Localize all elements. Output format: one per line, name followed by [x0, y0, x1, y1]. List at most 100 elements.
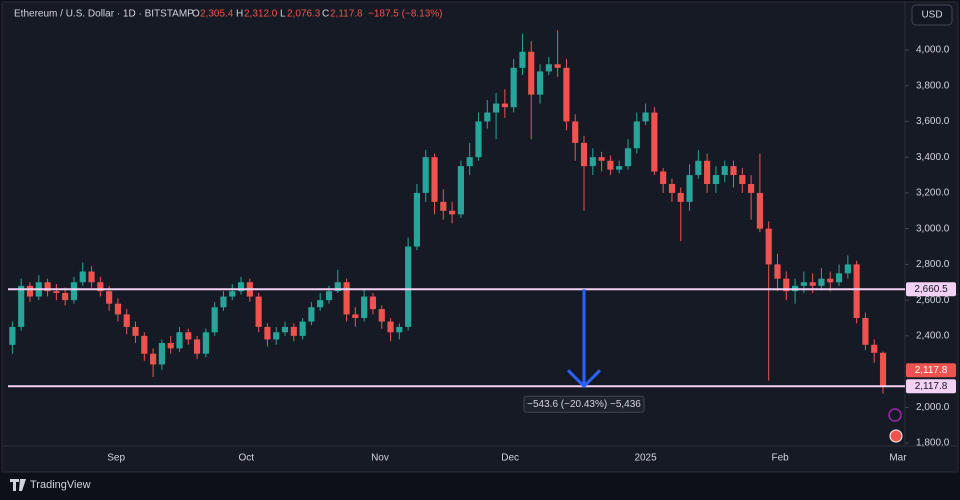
brand-logo: [10, 479, 26, 491]
candle-body: [457, 166, 464, 215]
candle-body: [53, 291, 60, 293]
y-tick-label: 3,200.0: [916, 188, 950, 199]
measure-label: −543.6 (−20.43%) −5,436: [527, 399, 641, 410]
candle-body: [369, 296, 377, 310]
candle-body: [536, 71, 544, 95]
last-price-label: 2,117.8: [915, 365, 948, 376]
candle-body: [818, 278, 825, 286]
candle-body: [325, 291, 333, 301]
candle-body: [844, 264, 851, 274]
candle-body: [827, 278, 834, 283]
candle-body: [879, 352, 887, 387]
y-tick-label: 3,600.0: [916, 116, 950, 127]
candle-body: [668, 183, 676, 193]
candle-body: [237, 282, 245, 292]
currency[interactable]: USD: [921, 10, 942, 21]
high-value: 2,312.0: [244, 9, 278, 20]
candle-body: [229, 291, 236, 297]
candle-body: [633, 121, 640, 149]
candle-body: [440, 201, 447, 211]
candle-body: [378, 309, 385, 322]
candle-body: [449, 210, 456, 215]
candle-body: [580, 142, 588, 167]
line-price-tag: [906, 379, 956, 394]
candle-body: [475, 121, 482, 158]
measure-arrowhead: [566, 369, 602, 389]
candle-body: [598, 157, 605, 161]
candle-body: [686, 175, 693, 202]
candle-body: [255, 296, 262, 327]
candle-body: [281, 326, 289, 333]
candle-body: [150, 353, 157, 365]
candle-body: [193, 339, 201, 354]
candle-body: [748, 183, 755, 193]
candle-body: [607, 160, 614, 170]
open-value: 2,305.4: [200, 9, 234, 20]
y-tick-label: 2,400.0: [916, 330, 950, 341]
candle-body: [97, 282, 104, 292]
candle-body: [70, 282, 78, 301]
measure-box: [523, 395, 645, 413]
plot: 1,800.02,000.02,200.02,400.02,600.02,800…: [8, 30, 950, 464]
candle-body: [396, 326, 403, 333]
candle-body: [202, 332, 209, 354]
candle-body: [387, 321, 394, 333]
low-value: 2,076.3: [287, 9, 321, 20]
candle-body: [765, 228, 772, 265]
candle-body: [299, 321, 306, 336]
candle-body: [783, 278, 790, 292]
candle-body: [739, 175, 746, 184]
candle-body: [141, 335, 148, 354]
y-tick-label: 3,400.0: [916, 152, 950, 163]
candle-body: [176, 332, 183, 349]
candle-body: [501, 103, 508, 108]
candle-body: [361, 296, 368, 318]
candle-body: [106, 291, 113, 304]
line-price-tag: [906, 282, 956, 297]
candle-body: [651, 112, 658, 172]
x-tick-label: 2025: [634, 453, 657, 464]
candle-body: [220, 296, 227, 308]
currency-button[interactable]: [911, 4, 953, 26]
candle-body: [853, 264, 860, 318]
candle-body: [273, 332, 280, 340]
candle-body: [88, 271, 95, 283]
candle-body: [352, 314, 359, 318]
line-price-label: 2,117.8: [915, 381, 948, 392]
candle-body: [158, 343, 165, 365]
candle-body: [405, 246, 412, 327]
candle-body: [334, 282, 341, 292]
y-tick-label: 2,800.0: [916, 259, 950, 270]
y-tick-label: 3,000.0: [916, 223, 950, 234]
candle-body: [704, 160, 711, 184]
candle-body: [9, 326, 16, 345]
candle-body: [132, 326, 139, 336]
candle-body: [835, 273, 843, 283]
x-tick-label: Feb: [772, 453, 790, 464]
candle-body: [563, 67, 570, 122]
x-tick-label: Sep: [107, 453, 125, 464]
candle-body: [616, 166, 623, 170]
candle-body: [431, 157, 438, 202]
chart-pane: [1, 1, 959, 473]
candle-body: [492, 103, 500, 113]
candle-body: [510, 67, 517, 108]
event-icon[interactable]: [889, 429, 903, 443]
candle-body: [62, 292, 69, 301]
candle-body: [123, 314, 130, 327]
brand[interactable]: TradingView: [30, 479, 91, 491]
candle-body: [44, 282, 51, 292]
candle-body: [677, 192, 684, 202]
candle-body: [114, 303, 122, 315]
x-tick-label: Oct: [239, 453, 255, 464]
candle-body: [317, 300, 324, 308]
candle-body: [185, 332, 192, 340]
candle-body: [343, 282, 350, 315]
y-tick-label: 1,800.0: [916, 438, 950, 449]
candle-body: [167, 343, 174, 349]
change: −187.5 (−8.13%): [368, 9, 443, 20]
candle-body: [712, 175, 720, 184]
y-tick-label: 2,000.0: [916, 402, 950, 413]
alert-icon[interactable]: [888, 408, 902, 422]
